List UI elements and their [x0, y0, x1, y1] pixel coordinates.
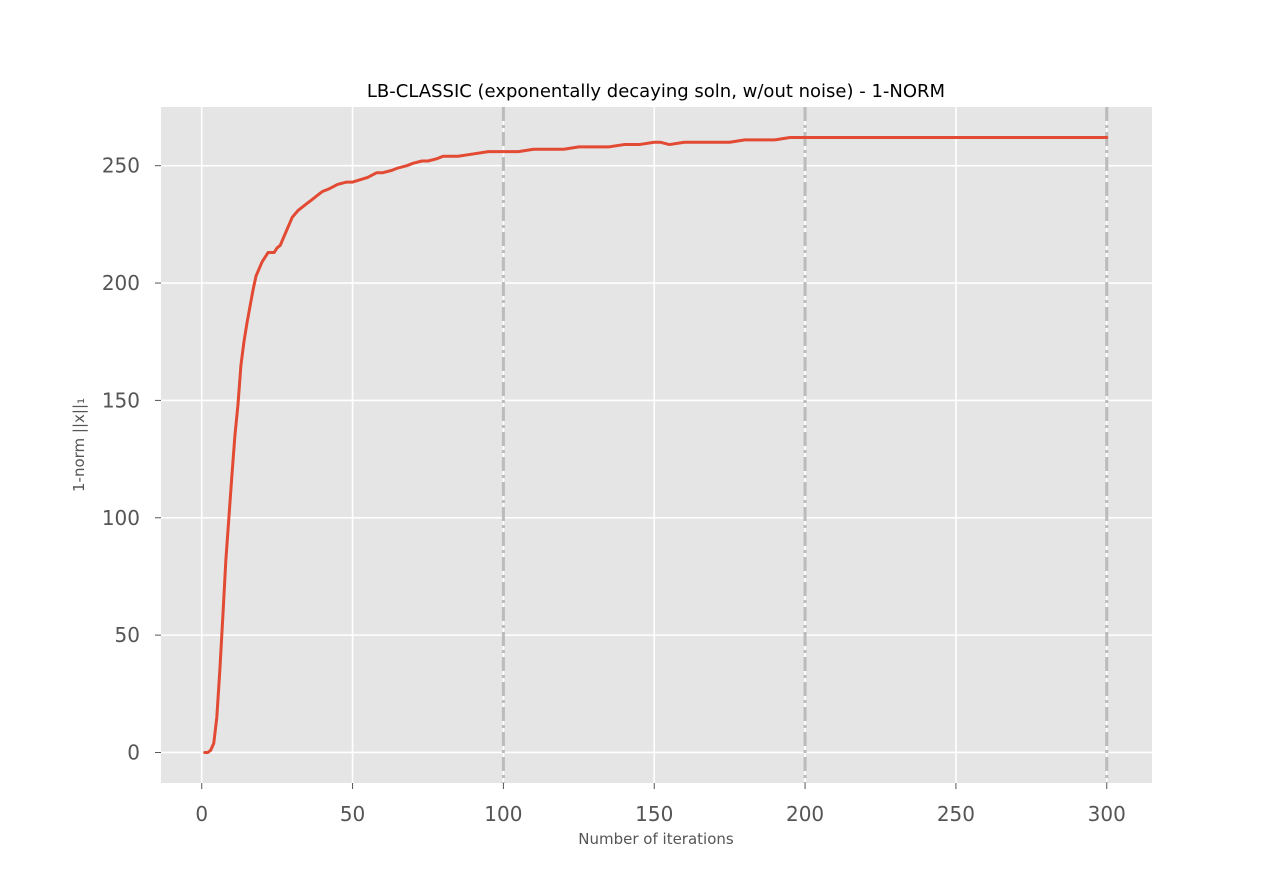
series-line [203, 136, 1109, 754]
plot-background [161, 107, 1152, 783]
y-tick-label: 100 [102, 506, 140, 530]
y-tick-label: 150 [102, 388, 140, 412]
x-tick-label: 300 [1088, 802, 1126, 826]
x-tick-label: 200 [786, 802, 824, 826]
y-axis-label: 1-norm ||x||₁ [70, 398, 88, 492]
tick-labels: 0 50 100 150 200 250 300 0 50 100 150 200 250 [102, 154, 1126, 826]
x-tick-label: 150 [635, 802, 673, 826]
y-tick-label: 50 [115, 623, 140, 647]
x-tick-label: 100 [484, 802, 522, 826]
x-tick-label: 50 [340, 802, 365, 826]
y-tick-label: 200 [102, 271, 140, 295]
series-group [203, 136, 1109, 754]
y-tick-label: 250 [102, 154, 140, 178]
x-axis-label: Number of iterations [578, 830, 734, 848]
x-tick-label: 250 [937, 802, 975, 826]
chart-title: LB-CLASSIC (exponentally decaying soln, … [367, 81, 945, 102]
reference-lines [501, 107, 1109, 783]
x-tick-label: 0 [195, 802, 208, 826]
y-tick-label: 0 [127, 740, 140, 764]
